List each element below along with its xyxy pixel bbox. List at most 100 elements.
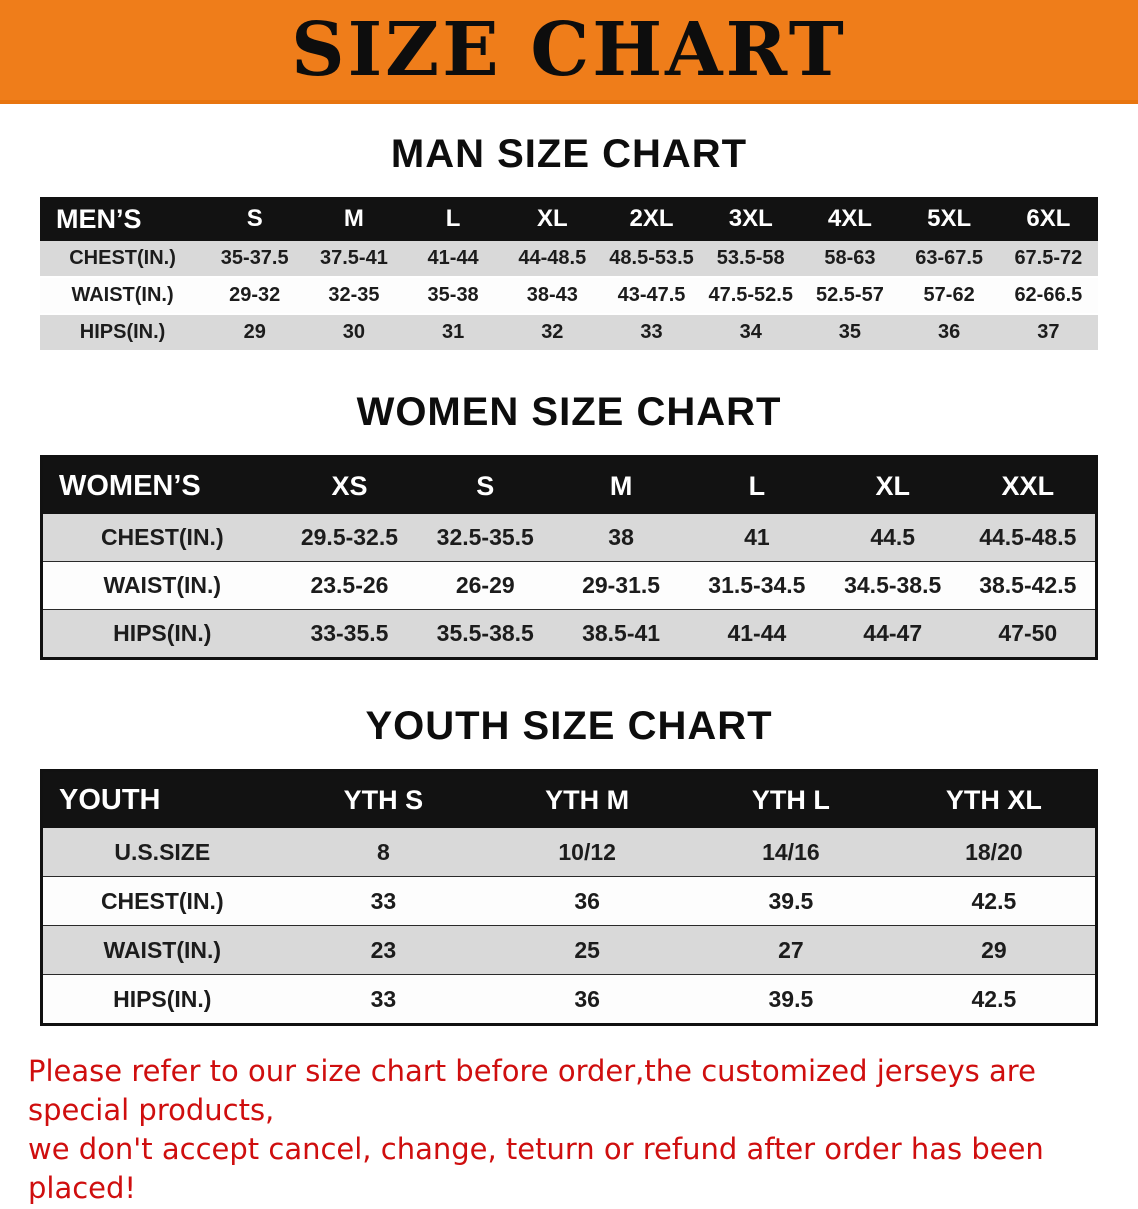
table-row: WAIST(IN.) 23 25 27 29 bbox=[41, 925, 1097, 975]
man-size-chart-section: MAN SIZE CHART MEN’S S M L XL 2XL 3XL 4XL 5XL 6XL… bbox=[0, 132, 1138, 352]
size-column-header: YTH L bbox=[689, 770, 893, 828]
size-value: 34.5-38.5 bbox=[824, 561, 961, 610]
size-value: 44.5-48.5 bbox=[960, 514, 1097, 562]
size-column-header: XXL bbox=[960, 456, 1097, 514]
table-row: HIPS(IN.) 33-35.5 35.5-38.5 38.5-41 41-44 44-… bbox=[41, 609, 1097, 659]
size-value: 41 bbox=[688, 514, 825, 562]
size-value: 38.5-42.5 bbox=[960, 561, 1097, 610]
size-value: 36 bbox=[899, 314, 999, 352]
size-column-header: 5XL bbox=[899, 197, 999, 241]
size-column-header: M bbox=[553, 456, 689, 514]
size-column-header: 3XL bbox=[701, 197, 801, 241]
row-label: WAIST(IN.) bbox=[41, 561, 282, 610]
size-column-header: M bbox=[304, 197, 404, 241]
size-column-header: S bbox=[205, 197, 305, 241]
size-value: 36 bbox=[485, 876, 690, 926]
table-row: WAIST(IN.) 29-32 32-35 35-38 38-43 43-47.5 47.… bbox=[40, 277, 1098, 315]
size-value: 32 bbox=[502, 314, 602, 352]
size-value: 62-66.5 bbox=[998, 277, 1098, 315]
table-row: CHEST(IN.) 35-37.5 37.5-41 41-44 44-48.5 48.5… bbox=[40, 241, 1098, 278]
size-value: 48.5-53.5 bbox=[601, 241, 702, 278]
size-column-header: YTH M bbox=[485, 770, 690, 828]
table-row: U.S.SIZE 8 10/12 14/16 18/20 bbox=[41, 828, 1097, 877]
women-size-chart-section: WOMEN SIZE CHART WOMEN’S XS S M L XL XXL CHEST… bbox=[0, 390, 1138, 660]
size-column-header: 6XL bbox=[998, 197, 1098, 241]
table-row: HIPS(IN.) 33 36 39.5 42.5 bbox=[41, 974, 1097, 1025]
size-value: 39.5 bbox=[689, 974, 893, 1025]
size-column-header: XS bbox=[281, 456, 418, 514]
row-label: HIPS(IN.) bbox=[41, 609, 282, 659]
size-value: 32-35 bbox=[304, 277, 404, 315]
man-size-chart-heading: MAN SIZE CHART bbox=[390, 132, 748, 176]
women-table-header-row: WOMEN’S XS S M L XL XXL bbox=[41, 456, 1097, 514]
size-value: 39.5 bbox=[689, 876, 893, 926]
women-size-chart-heading: WOMEN SIZE CHART bbox=[356, 390, 782, 434]
size-value: 52.5-57 bbox=[800, 277, 900, 315]
size-value: 35-38 bbox=[403, 277, 503, 315]
size-value: 42.5 bbox=[892, 876, 1097, 926]
row-label: HIPS(IN.) bbox=[40, 314, 206, 352]
table-row: CHEST(IN.) 29.5-32.5 32.5-35.5 38 41 44.5 44.5… bbox=[41, 514, 1097, 562]
table-corner-label: YOUTH bbox=[41, 770, 282, 828]
row-label: CHEST(IN.) bbox=[41, 876, 282, 926]
size-value: 38.5-41 bbox=[553, 609, 689, 659]
size-value: 29 bbox=[205, 314, 305, 352]
size-value: 38 bbox=[553, 514, 689, 562]
size-value: 31 bbox=[403, 314, 503, 352]
size-column-header: 4XL bbox=[800, 197, 900, 241]
size-column-header: S bbox=[417, 456, 554, 514]
table-row: WAIST(IN.) 23.5-26 26-29 29-31.5 31.5-34.5 34… bbox=[41, 561, 1097, 610]
size-value: 58-63 bbox=[800, 241, 900, 278]
size-value: 26-29 bbox=[417, 561, 554, 610]
size-value: 57-62 bbox=[899, 277, 999, 315]
size-value: 36 bbox=[485, 974, 690, 1025]
size-value: 23 bbox=[281, 925, 486, 975]
youth-size-table: YOUTH YTH S YTH M YTH L YTH XL U.S.SIZE 8 10/1… bbox=[40, 769, 1098, 1026]
size-value: 37.5-41 bbox=[304, 241, 404, 278]
size-value: 38-43 bbox=[502, 277, 602, 315]
size-value: 44-47 bbox=[824, 609, 961, 659]
footer-disclaimer-line2: we don't accept cancel, change, teturn o… bbox=[28, 1132, 1044, 1206]
size-column-header: XL bbox=[824, 456, 961, 514]
banner-title: SIZE CHART bbox=[291, 7, 847, 93]
size-value: 29-32 bbox=[205, 277, 305, 315]
row-label: HIPS(IN.) bbox=[41, 974, 282, 1025]
size-value: 35-37.5 bbox=[205, 241, 305, 278]
row-label: WAIST(IN.) bbox=[41, 925, 282, 975]
footer-disclaimer: Please refer to our size chart before or… bbox=[0, 1052, 1138, 1209]
size-value: 29 bbox=[892, 925, 1097, 975]
size-value: 14/16 bbox=[689, 828, 893, 877]
row-label: U.S.SIZE bbox=[41, 828, 282, 877]
youth-size-chart-heading: YOUTH SIZE CHART bbox=[365, 704, 773, 748]
size-column-header: YTH S bbox=[281, 770, 486, 828]
size-value: 35 bbox=[800, 314, 900, 352]
size-column-header: YTH XL bbox=[892, 770, 1097, 828]
table-corner-label: WOMEN’S bbox=[41, 456, 282, 514]
size-value: 41-44 bbox=[688, 609, 825, 659]
size-value: 47.5-52.5 bbox=[701, 277, 801, 315]
size-chart-banner: SIZE CHART bbox=[0, 0, 1138, 104]
size-column-header: 2XL bbox=[601, 197, 702, 241]
size-column-header: L bbox=[688, 456, 825, 514]
size-value: 23.5-26 bbox=[281, 561, 418, 610]
size-value: 53.5-58 bbox=[701, 241, 801, 278]
size-value: 42.5 bbox=[892, 974, 1097, 1025]
women-size-table: WOMEN’S XS S M L XL XXL CHEST(IN.) 29.5-32.5 32.… bbox=[40, 455, 1098, 660]
size-value: 30 bbox=[304, 314, 404, 352]
size-value: 18/20 bbox=[892, 828, 1097, 877]
size-value: 44-48.5 bbox=[502, 241, 602, 278]
table-row: HIPS(IN.) 29 30 31 32 33 34 35 36 37 bbox=[40, 314, 1098, 352]
size-column-header: XL bbox=[502, 197, 602, 241]
size-value: 33 bbox=[281, 974, 486, 1025]
footer-disclaimer-line1: Please refer to our size chart before or… bbox=[28, 1054, 1036, 1128]
size-value: 29-31.5 bbox=[553, 561, 689, 610]
size-value: 47-50 bbox=[960, 609, 1097, 659]
size-value: 10/12 bbox=[485, 828, 690, 877]
size-value: 33 bbox=[601, 314, 702, 352]
table-corner-label: MEN’S bbox=[40, 197, 206, 241]
size-value: 67.5-72 bbox=[998, 241, 1098, 278]
youth-table-header-row: YOUTH YTH S YTH M YTH L YTH XL bbox=[41, 770, 1097, 828]
size-value: 31.5-34.5 bbox=[688, 561, 825, 610]
size-value: 63-67.5 bbox=[899, 241, 999, 278]
size-value: 8 bbox=[281, 828, 486, 877]
